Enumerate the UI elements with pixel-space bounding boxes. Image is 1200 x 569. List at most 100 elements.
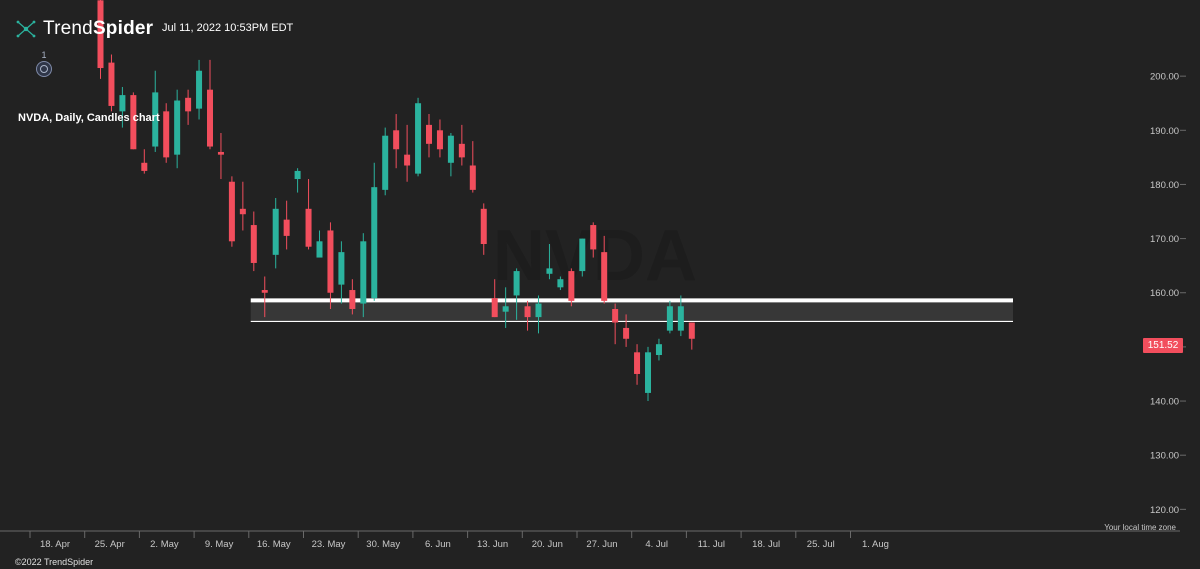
candle [688, 322, 695, 350]
x-tick-label: 4. Jul [645, 539, 668, 550]
candle-body [568, 271, 575, 301]
candle [524, 300, 531, 331]
x-tick-label: 20. Jun [532, 539, 563, 550]
candle [360, 233, 367, 318]
candle [272, 197, 279, 269]
last-price-tag: 151.52 [1143, 338, 1183, 353]
candle-body [119, 95, 126, 112]
candle [535, 295, 542, 334]
candle-body [502, 306, 509, 312]
x-tick-label: 30. May [366, 539, 400, 550]
candle [316, 230, 323, 258]
candle-body [108, 62, 115, 106]
candle-body [250, 225, 257, 263]
logo-text-bold: Spider [92, 18, 154, 39]
candle-series [97, 0, 695, 402]
candle [557, 276, 564, 291]
x-tick-label: 9. May [205, 539, 234, 550]
candle [239, 181, 246, 231]
candle [119, 86, 126, 128]
candle [141, 149, 148, 174]
candle-body [174, 100, 181, 155]
time-zone-label[interactable]: Your local time zone [1104, 523, 1176, 532]
candle-body [601, 252, 608, 301]
candle [469, 141, 476, 193]
candle [327, 222, 334, 309]
candle [513, 268, 520, 320]
candle [415, 97, 422, 177]
candle-body [513, 271, 520, 296]
y-axis: 120.00130.00140.00150.00160.00170.00180.… [1150, 72, 1186, 516]
candle-body [294, 170, 301, 180]
candle-body [382, 135, 389, 190]
candle [382, 127, 389, 196]
candle-body [283, 219, 290, 236]
candle-body [524, 306, 531, 318]
candle-body [152, 92, 159, 147]
candle [261, 276, 268, 318]
candle [250, 211, 257, 272]
candle [305, 179, 312, 250]
indicator-icon [36, 61, 52, 77]
candle [371, 162, 378, 301]
logo-text: TrendSpider [43, 18, 153, 40]
candle [393, 114, 400, 169]
logo-text-regular: Trend [43, 18, 93, 39]
candle-body [338, 252, 345, 285]
zone-fill [250, 300, 1013, 322]
candle [677, 295, 684, 337]
x-tick-label: 27. Jun [586, 539, 617, 550]
indicator-count: 1 [41, 50, 47, 60]
candle [612, 303, 619, 345]
candle-body [217, 151, 224, 155]
candle-body [546, 268, 553, 274]
y-tick-label: 190.00 [1150, 126, 1179, 137]
candle [491, 279, 498, 318]
candle-body [436, 130, 443, 150]
copyright-footer: ©2022 TrendSpider [15, 557, 94, 567]
candle-body [557, 279, 564, 288]
y-tick-label: 170.00 [1150, 234, 1179, 245]
candle-body [185, 97, 192, 112]
x-tick-label: 25. Jul [807, 539, 835, 550]
x-tick-label: 25. Apr [95, 539, 125, 550]
candle [294, 168, 301, 193]
chart-title: NVDA, Daily, Candles chart [18, 112, 160, 124]
candle [185, 89, 192, 125]
candle [196, 59, 203, 120]
y-tick-label: 140.00 [1150, 397, 1179, 408]
candle-body [97, 0, 104, 69]
candle [108, 54, 115, 112]
chart-datetime: Jul 11, 2022 10:53PM EDT [162, 22, 294, 34]
candle [458, 124, 465, 166]
candle-body [426, 124, 432, 144]
candle [283, 200, 290, 250]
candle [217, 133, 224, 180]
candle-body [535, 303, 542, 318]
candle-body [239, 208, 246, 215]
candle [447, 133, 454, 177]
candle-body [141, 162, 148, 171]
candle [152, 70, 159, 152]
candle [480, 203, 487, 255]
candle-body [130, 95, 137, 150]
support-resistance-zone[interactable] [250, 298, 1013, 323]
indicator-count-badge[interactable]: 1 [35, 50, 53, 82]
candle-body [623, 327, 630, 339]
candle-body [404, 154, 411, 166]
y-tick-label: 130.00 [1150, 451, 1179, 462]
x-tick-label: 13. Jun [477, 539, 508, 550]
candle [426, 114, 432, 158]
candle [666, 300, 673, 334]
candle [645, 346, 651, 402]
candle [655, 338, 662, 361]
x-tick-label: 1. Aug [862, 539, 889, 550]
candle [338, 241, 345, 304]
candle-body [393, 130, 400, 150]
x-tick-label: 2. May [150, 539, 179, 550]
candle [502, 287, 509, 328]
candle-body [305, 208, 312, 247]
candle [207, 59, 213, 150]
candle-body [327, 230, 334, 293]
